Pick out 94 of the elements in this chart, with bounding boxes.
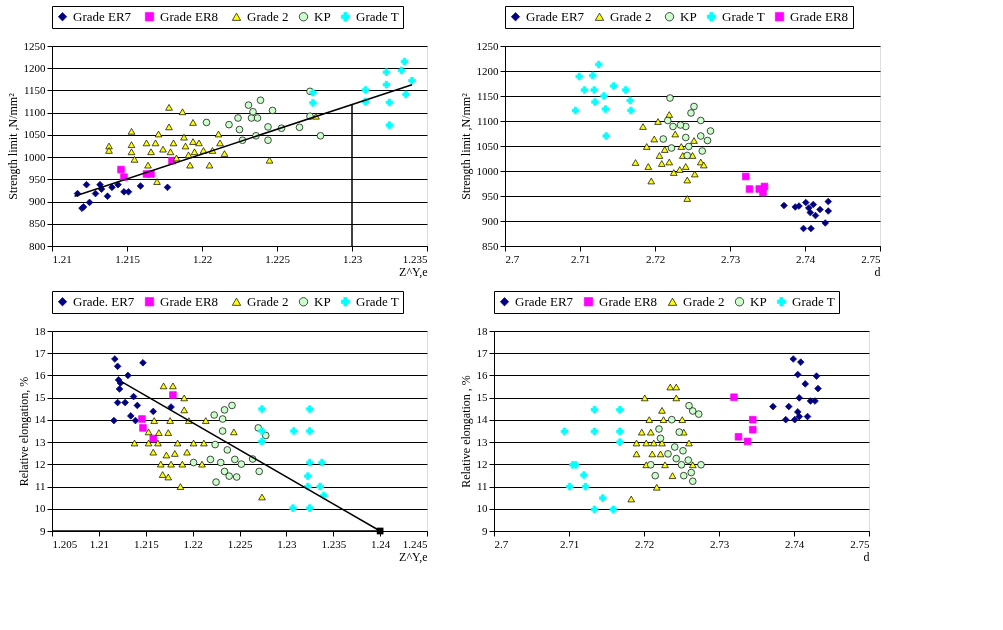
x-tick-label: 1.235 (321, 537, 347, 550)
y-tick-label: 16 (34, 368, 46, 381)
y-tick-label: 800 (29, 239, 46, 252)
y-tick-label: 900 (482, 214, 499, 227)
legend-label: KP (314, 8, 331, 24)
y-tick-label: 12 (34, 457, 46, 470)
x-tick-label: 1.225 (265, 252, 291, 265)
x-tick-label: 2.72 (645, 252, 666, 265)
y-tick-label: 17 (476, 346, 488, 359)
x-tick-label: 2.75 (861, 252, 881, 265)
y-tick-label: 15 (476, 391, 488, 404)
x-tick-label: 1.245 (402, 537, 428, 550)
x-tick-label: 1.205 (52, 537, 78, 550)
y-tick-label: 1150 (23, 83, 46, 96)
legend-label: Grade 2 (247, 293, 289, 309)
y-tick-label: 15 (34, 391, 46, 404)
y-tick-label: 1200 (23, 61, 46, 74)
y-tick-label: 11 (476, 480, 488, 493)
y-tick-label: 16 (476, 368, 488, 381)
x-tick-label: 1.21 (89, 537, 109, 550)
x-tick-label: 2.72 (634, 537, 655, 550)
x-tick-label: 2.75 (850, 537, 870, 550)
y-tick-label: 1250 (476, 39, 499, 52)
x-tick-label: 2.7 (494, 537, 509, 550)
x-tick-label: 1.215 (133, 537, 160, 550)
legend-label: KP (750, 293, 767, 309)
y-tick-label: 1050 (476, 139, 499, 152)
y-axis-title: Relative elongation , % (458, 375, 473, 488)
x-tick-label: 2.7 (505, 252, 520, 265)
legend-label: KP (680, 8, 697, 24)
x-tick-label: 1.215 (115, 252, 141, 265)
x-tick-label: 1.22 (183, 537, 203, 550)
legend-label: Grade 2 (247, 8, 289, 24)
x-tick-label: 1.23 (277, 537, 297, 550)
y-tick-label: 1250 (23, 39, 46, 52)
y-axis-title: Strength limit ,N/mm² (5, 92, 20, 200)
legend-label: Grade ER7 (73, 8, 132, 24)
y-tick-label: 950 (29, 172, 46, 185)
x-tick-label: 1.21 (52, 252, 72, 265)
legend-label: Grade T (356, 8, 399, 24)
y-tick-label: 18 (476, 324, 488, 337)
x-tick-label: 1.24 (371, 537, 391, 550)
y-tick-label: 10 (476, 502, 488, 515)
y-tick-label: 1100 (23, 106, 46, 119)
legend-label: Grade ER8 (790, 8, 849, 24)
legend-label: Grade T (792, 293, 835, 309)
y-tick-label: 14 (34, 413, 46, 426)
x-tick-label: 1.235 (402, 252, 428, 265)
x-tick-label: 1.225 (227, 537, 253, 550)
y-tick-label: 1050 (23, 128, 46, 141)
y-tick-label: 1000 (476, 164, 499, 177)
x-axis-title: d (863, 549, 870, 564)
x-tick-label: 2.71 (559, 537, 580, 550)
x-axis-title: d (874, 264, 881, 279)
x-axis-title: Z^Y,e (399, 549, 428, 564)
legend-label: Grade 2 (683, 293, 725, 309)
legend-label: Grade ER8 (599, 293, 658, 309)
y-tick-label: 13 (476, 435, 488, 448)
y-tick-label: 12 (476, 457, 488, 470)
y-axis-title: Strength limit ,N/mm² (458, 92, 473, 200)
legend-label: Grade ER7 (526, 8, 585, 24)
y-tick-label: 900 (29, 195, 46, 208)
y-tick-label: 14 (476, 413, 488, 426)
y-tick-label: 9 (40, 524, 46, 537)
legend-label: Grade ER8 (160, 8, 219, 24)
x-tick-label: 1.23 (342, 252, 363, 265)
x-tick-label: 2.71 (570, 252, 591, 265)
y-tick-label: 1000 (23, 150, 46, 163)
legend-label: Grade 2 (610, 8, 652, 24)
y-tick-label: 17 (34, 346, 46, 359)
y-tick-label: 9 (482, 524, 488, 537)
legend-label: Grade. ER7 (73, 293, 135, 309)
y-tick-label: 950 (482, 189, 499, 202)
y-tick-label: 11 (34, 480, 46, 493)
x-tick-label: 2.74 (795, 252, 816, 265)
y-tick-label: 1200 (476, 64, 499, 77)
legend-label: Grade ER7 (515, 293, 574, 309)
legend-label: Grade T (722, 8, 765, 24)
legend-label: KP (314, 293, 331, 309)
legend-label: Grade ER8 (160, 293, 219, 309)
x-tick-label: 2.73 (709, 537, 730, 550)
y-tick-label: 850 (482, 239, 499, 252)
legend-label: Grade T (356, 293, 399, 309)
y-axis-title: Relative elongation, % (16, 376, 31, 487)
y-tick-label: 13 (34, 435, 46, 448)
y-tick-label: 18 (34, 324, 46, 337)
y-tick-label: 1150 (476, 89, 499, 102)
x-axis-title: Z^Y,e (399, 264, 428, 279)
y-tick-label: 850 (29, 217, 46, 230)
x-tick-label: 1.22 (192, 252, 213, 265)
x-tick-label: 2.73 (720, 252, 741, 265)
y-tick-label: 1100 (476, 114, 499, 127)
y-tick-label: 10 (34, 502, 46, 515)
x-tick-label: 2.74 (784, 537, 805, 550)
